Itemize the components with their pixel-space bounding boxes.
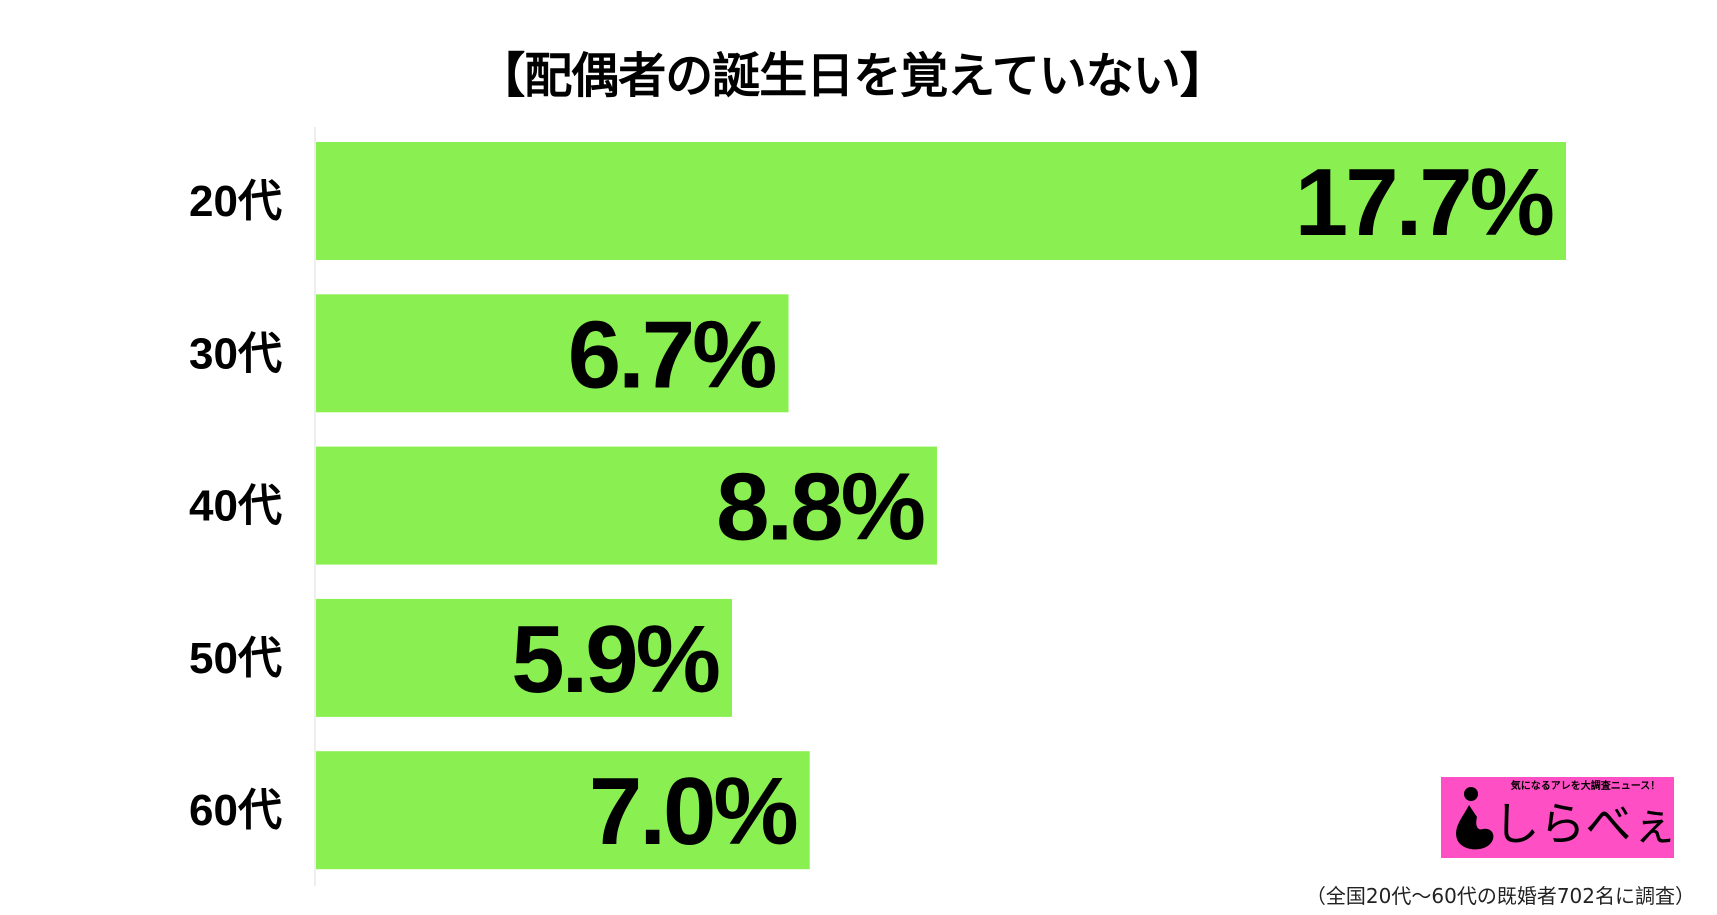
bar-30代 xyxy=(316,294,789,413)
logo-mark-icon xyxy=(1456,787,1494,850)
category-label: 60代 xyxy=(189,786,282,835)
category-label: 20代 xyxy=(189,177,282,226)
shirabee-logo: 気になるアレを大調査ニュース！ しらべぇ xyxy=(1441,777,1674,858)
bar-60代 xyxy=(316,751,810,870)
footnote: （全国20代〜60代の既婚者702名に調査） xyxy=(1305,884,1695,908)
category-label: 30代 xyxy=(189,329,282,378)
bar-20代 xyxy=(316,142,1566,260)
bar-40代 xyxy=(316,446,937,565)
logo-name: しらべぇ xyxy=(1493,797,1675,851)
category-label: 50代 xyxy=(189,634,282,683)
chart-title: 【配偶者の誕生日を覚えていない】 xyxy=(477,48,1228,104)
category-label: 40代 xyxy=(189,482,282,531)
value-label: 5.9% xyxy=(511,606,718,713)
value-label: 17.7% xyxy=(1295,149,1553,256)
value-label: 8.8% xyxy=(716,454,923,561)
logo-tagline: 気になるアレを大調査ニュース！ xyxy=(1510,781,1661,792)
value-label: 7.0% xyxy=(589,758,796,865)
bar-50代 xyxy=(316,598,732,717)
logo-text: 気になるアレを大調査ニュース！ しらべぇ xyxy=(1494,781,1675,856)
value-label: 6.7% xyxy=(568,301,775,408)
